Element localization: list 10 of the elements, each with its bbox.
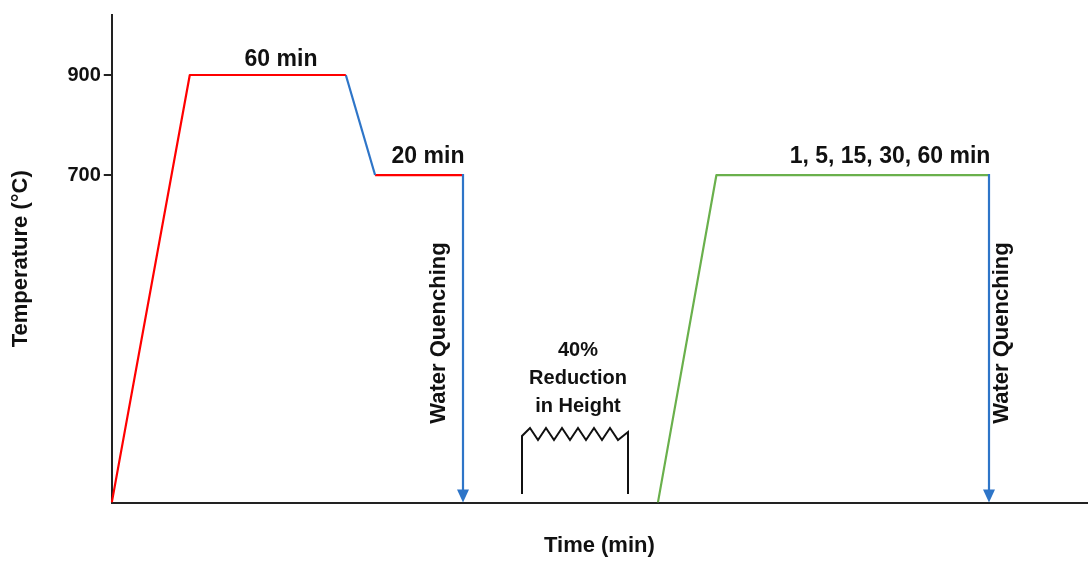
y-tick-label: 700 <box>67 162 101 185</box>
annotation: 60 min <box>243 44 319 72</box>
annotation: 1, 5, 15, 30, 60 min <box>788 141 992 169</box>
y-tick-label: 900 <box>67 62 101 85</box>
x-axis-title: Time (min) <box>543 531 655 557</box>
y-axis-title: Temperature (°C) <box>7 170 33 348</box>
annotation: 40% Reduction in Height <box>528 337 628 418</box>
annotation: Water Quenching <box>987 241 1014 426</box>
annotation: 20 min <box>390 141 466 169</box>
annotation: Water Quenching <box>424 241 451 426</box>
